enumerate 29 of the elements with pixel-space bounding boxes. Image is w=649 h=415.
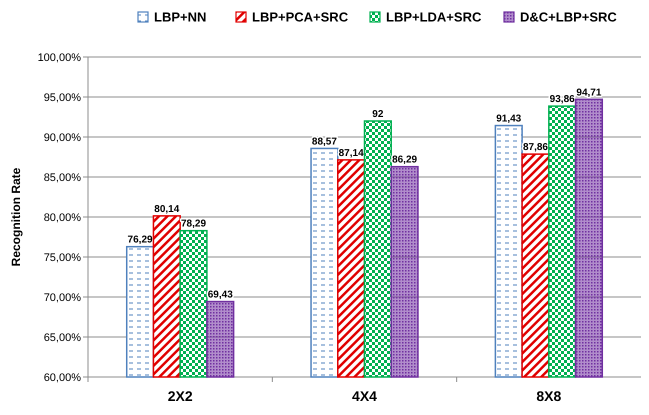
data-label: 87,86 xyxy=(522,142,548,154)
data-label: 93,86 xyxy=(550,94,576,106)
data-label: 91,43 xyxy=(496,114,522,125)
y-tick-label: 70,00% xyxy=(44,292,82,304)
y-tick-label: 90,00% xyxy=(44,132,82,144)
data-label: 69,43 xyxy=(208,290,234,301)
data-label: 78,29 xyxy=(181,218,206,230)
x-tick-label: 8X8 xyxy=(536,388,562,404)
data-label: 92 xyxy=(372,109,384,120)
legend-label: D&C+LBP+SRC xyxy=(520,10,618,25)
y-tick-label: 75,00% xyxy=(44,252,82,264)
y-tick-label: 65,00% xyxy=(44,332,82,344)
data-label: 76,29 xyxy=(128,234,154,246)
x-tick-label: 2X2 xyxy=(168,388,193,404)
y-tick-label: 80,00% xyxy=(44,212,82,224)
data-label: 87,14 xyxy=(338,148,364,159)
data-label: 80,14 xyxy=(154,204,180,215)
legend-label: LBP+NN xyxy=(154,10,206,25)
y-tick-label: 95,00% xyxy=(44,92,82,104)
y-axis-title: Recognition Rate xyxy=(9,167,23,266)
legend-label: LBP+PCA+SRC xyxy=(252,10,349,25)
data-label: 86,29 xyxy=(392,154,418,166)
y-tick-label: 60,00% xyxy=(44,372,82,384)
x-tick-label: 4X4 xyxy=(352,388,378,404)
y-tick-label: 100,00% xyxy=(38,52,82,64)
data-label: 88,57 xyxy=(312,136,338,148)
data-label: 94,71 xyxy=(576,87,602,98)
legend-label: LBP+LDA+SRC xyxy=(386,10,482,25)
y-tick-label: 85,00% xyxy=(44,172,82,184)
